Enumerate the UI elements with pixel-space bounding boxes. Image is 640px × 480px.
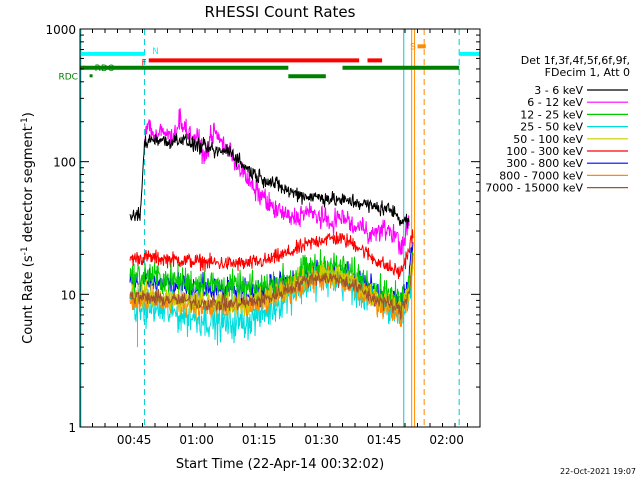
y-tick-label: 100 (53, 156, 76, 170)
legend-label: 100 - 300 keV (506, 145, 583, 158)
legend: Det 1f,3f,4f,5f,6f,9f, FDecim 1, Att 0 3… (485, 54, 630, 195)
series-line-3-6-kev (129, 132, 410, 229)
x-tick-label: 01:45 (367, 433, 402, 447)
rdc-start-marker (89, 74, 93, 78)
legend-header-2: FDecim 1, Att 0 (545, 66, 630, 79)
y-tick-label: 1000 (45, 23, 76, 37)
x-tick-label: 01:00 (179, 433, 214, 447)
legend-label: 6 - 12 keV (527, 96, 583, 109)
series-line-7000-15000-kev (129, 253, 414, 320)
legend-label: 12 - 25 keV (520, 108, 583, 121)
plot-area: NF S RDO RDC (58, 29, 480, 427)
legend-label: 800 - 7000 keV (499, 169, 583, 182)
legend-label: 300 - 800 keV (506, 157, 583, 170)
legend-label: 7000 - 15000 keV (485, 182, 583, 195)
legend-label: 25 - 50 keV (520, 121, 583, 134)
x-tick-label: 00:45 (117, 433, 152, 447)
flag-label-s: S (410, 42, 416, 52)
series-line-6-12-kev (144, 108, 410, 256)
legend-label: 3 - 6 keV (534, 84, 583, 97)
series-line-12-25-kev (129, 249, 414, 312)
y-axis: 1 10 100 1000 (45, 23, 480, 435)
chart-title: RHESSI Count Rates (205, 3, 356, 21)
y-axis-label: Count Rate (s-1 detector segment-1) (20, 112, 36, 344)
flag-label-rdc: RDC (58, 72, 77, 82)
footer-timestamp: 22-Oct-2021 19:07 (560, 467, 636, 476)
x-tick-label: 01:15 (242, 433, 277, 447)
series-line-100-300-kev (129, 229, 414, 280)
flag-label-n: N (152, 47, 159, 57)
y-tick-label: 1 (68, 421, 76, 435)
flag-label-rdo: RDO (95, 64, 115, 74)
flag-label-f: F (141, 58, 146, 68)
rdo-start-marker (82, 65, 86, 69)
x-tick-label: 01:30 (304, 433, 339, 447)
y-tick-label: 10 (61, 288, 76, 302)
x-axis: 00:45 01:00 01:15 01:30 01:45 02:00 (79, 29, 481, 447)
legend-label: 50 - 100 keV (513, 133, 583, 146)
legend-header-1: Det 1f,3f,4f,5f,6f,9f, (521, 54, 630, 67)
x-tick-label: 02:00 (429, 433, 464, 447)
plot-frame (79, 28, 481, 428)
x-axis-label: Start Time (22-Apr-14 00:32:02) (176, 457, 384, 472)
